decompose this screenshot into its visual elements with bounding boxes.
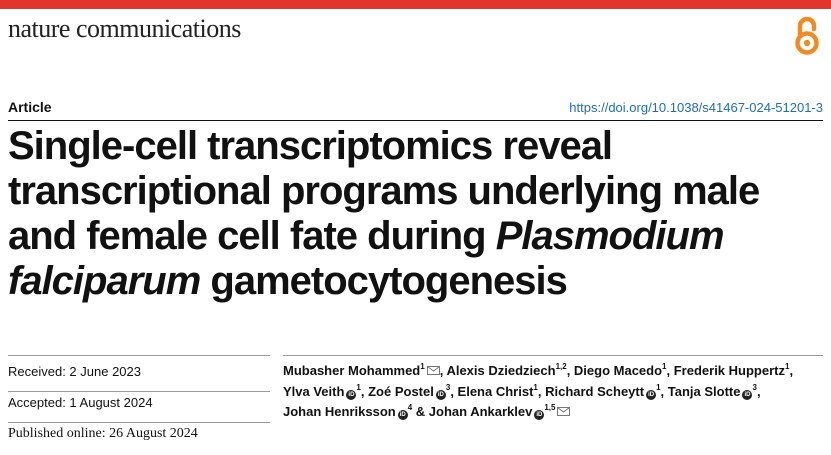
author-name-text: Richard Scheytt <box>545 383 645 399</box>
author-name-text: Zoé Postel <box>368 383 434 399</box>
author-name[interactable]: Johan Ankarklev iD1,5 <box>428 403 571 420</box>
author-separator: , <box>660 383 668 399</box>
affiliation-number: 1 <box>656 382 661 392</box>
doi-link[interactable]: https://doi.org/10.1038/s41467-024-51201… <box>569 100 823 115</box>
email-icon[interactable] <box>426 366 440 375</box>
affiliation-number: 1 <box>784 362 790 371</box>
author-name-text: Diego Macedo <box>573 363 663 378</box>
author-name[interactable]: Frederik Huppertz1 <box>673 362 790 379</box>
journal-accent-bar <box>0 0 831 9</box>
authors-divider <box>283 355 823 356</box>
affiliation-number: 1 <box>420 362 425 371</box>
author-separator: , <box>450 383 458 399</box>
author-name-text: Ylva Veith <box>283 383 345 399</box>
author-name-text: Frederik Huppertz <box>673 363 785 378</box>
author-separator: & <box>412 404 429 419</box>
author-name-text: Tanja Slotte <box>667 383 741 399</box>
header-divider <box>8 120 823 121</box>
author-name-text: Mubasher Mohammed <box>283 363 421 378</box>
author-separator: , <box>789 363 794 378</box>
publication-dates: Received: 2 June 2023 Accepted: 1 August… <box>8 361 270 454</box>
affiliation-number: 4 <box>407 403 413 412</box>
article-type: Article <box>8 99 52 115</box>
author-name[interactable]: Richard Scheytt iD1 <box>545 382 661 400</box>
article-title: Single-cell transcriptomics reveal trans… <box>8 124 823 304</box>
received-date: Received: 2 June 2023 <box>8 361 270 392</box>
published-date: Published online: 26 August 2024 <box>8 426 198 441</box>
accepted-date: Accepted: 1 August 2024 <box>8 392 270 423</box>
affiliation-number: 3 <box>752 382 757 392</box>
open-access-icon <box>795 16 819 55</box>
author-separator: , <box>666 363 674 378</box>
title-species: Plasmodium falciparum <box>8 214 725 303</box>
author-name[interactable]: Elena Christ1 <box>457 382 538 399</box>
author-name-text: Alexis Dziedziech <box>446 363 556 378</box>
journal-name[interactable]: nature communications <box>8 14 241 43</box>
author-name-text: Johan Henriksson <box>283 404 396 419</box>
author-name[interactable]: Alexis Dziedziech1,2 <box>446 362 567 379</box>
affiliation-number: 1 <box>662 362 667 371</box>
affiliation-number: 3 <box>445 382 451 392</box>
author-separator: , <box>360 383 369 399</box>
orcid-icon[interactable]: iD <box>346 389 357 400</box>
author-name[interactable]: Johan Henriksson iD4 <box>283 403 413 420</box>
author-name-text: Johan Ankarklev <box>428 404 533 419</box>
dates-divider <box>8 355 270 356</box>
orcid-icon[interactable]: iD <box>646 389 657 400</box>
affiliation-number: 1 <box>356 382 361 392</box>
author-separator: , <box>566 363 574 378</box>
author-name[interactable]: Mubasher Mohammed1 <box>283 363 440 378</box>
author-separator: , <box>537 383 546 399</box>
author-separator: , <box>439 363 447 378</box>
author-name[interactable]: Diego Macedo1 <box>573 362 667 379</box>
title-text: Single-cell transcriptomics reveal trans… <box>8 124 760 258</box>
affiliation-number: 1 <box>533 382 538 392</box>
affiliation-number: 1,5 <box>544 403 556 412</box>
email-icon[interactable] <box>557 407 571 416</box>
orcid-icon[interactable]: iD <box>435 389 446 400</box>
orcid-icon[interactable]: iD <box>397 410 408 420</box>
author-separator: , <box>756 383 761 399</box>
author-name[interactable]: Tanja Slotte iD3 <box>667 382 757 400</box>
title-text-end: gametocytogenesis <box>200 259 567 303</box>
author-name[interactable]: Ylva Veith iD1 <box>283 382 361 400</box>
orcid-icon[interactable]: iD <box>742 389 753 400</box>
author-name-text: Elena Christ <box>457 383 534 399</box>
affiliation-number: 1,2 <box>555 362 567 371</box>
orcid-icon[interactable]: iD <box>534 410 545 420</box>
author-name[interactable]: Zoé Postel iD3 <box>368 382 451 400</box>
author-list: Mubasher Mohammed1, Alexis Dziedziech1,2… <box>283 361 823 423</box>
